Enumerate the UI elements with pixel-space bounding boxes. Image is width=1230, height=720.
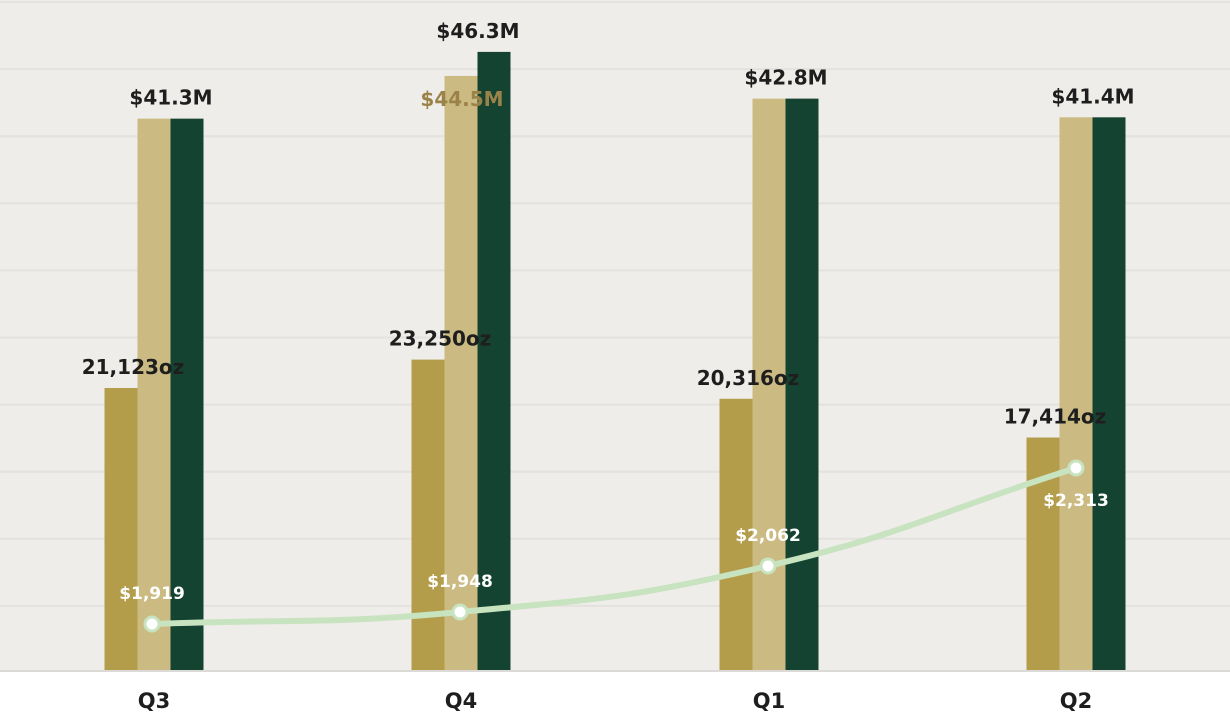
x-tick-label: Q3 (138, 689, 170, 713)
bar-revenue-light[interactable] (752, 98, 786, 671)
ounces-label: 21,123oz (82, 355, 185, 379)
x-axis-ticks: Q3 Q4 Q1 Q2 (138, 689, 1092, 713)
bar-ounces[interactable] (104, 388, 138, 670)
bar-ounces[interactable] (411, 359, 445, 670)
revenue-light-label: $44.5M (420, 87, 503, 111)
x-tick-label: Q1 (753, 689, 785, 713)
bar-revenue[interactable] (785, 98, 819, 671)
price-point (762, 560, 774, 572)
price-point (1070, 462, 1082, 474)
ounces-label: 17,414oz (1004, 405, 1107, 429)
price-line-series (143, 459, 1085, 633)
bar-ounces[interactable] (719, 398, 753, 670)
ounces-label: 20,316oz (697, 366, 800, 390)
revenue-label: $46.3M (436, 19, 519, 43)
price-label: $2,313 (1043, 491, 1109, 511)
price-point (146, 618, 158, 630)
revenue-label: $42.8M (744, 66, 827, 90)
price-label: $1,948 (427, 572, 493, 592)
gridlines (0, 1, 1230, 607)
plot-area (0, 0, 1230, 671)
bar-revenue-light[interactable] (137, 118, 171, 670)
bar-revenue[interactable] (477, 51, 511, 670)
ounces-label: 23,250oz (389, 327, 492, 351)
x-tick-label: Q4 (445, 689, 477, 713)
data-labels: 21,123oz $41.3M 23,250oz $46.3M $44.5M 20,316… (82, 19, 1135, 604)
bar-revenue[interactable] (1092, 117, 1126, 670)
bar-revenue-light[interactable] (444, 75, 478, 671)
revenue-label: $41.4M (1051, 84, 1134, 108)
price-label: $2,062 (735, 526, 801, 546)
x-tick-label: Q2 (1060, 689, 1092, 713)
price-label: $1,919 (119, 584, 185, 604)
bar-revenue-light[interactable] (1059, 117, 1093, 670)
price-point (454, 606, 466, 618)
bar-revenue[interactable] (170, 118, 204, 670)
price-line (149, 465, 1079, 627)
revenue-label: $41.3M (129, 86, 212, 110)
